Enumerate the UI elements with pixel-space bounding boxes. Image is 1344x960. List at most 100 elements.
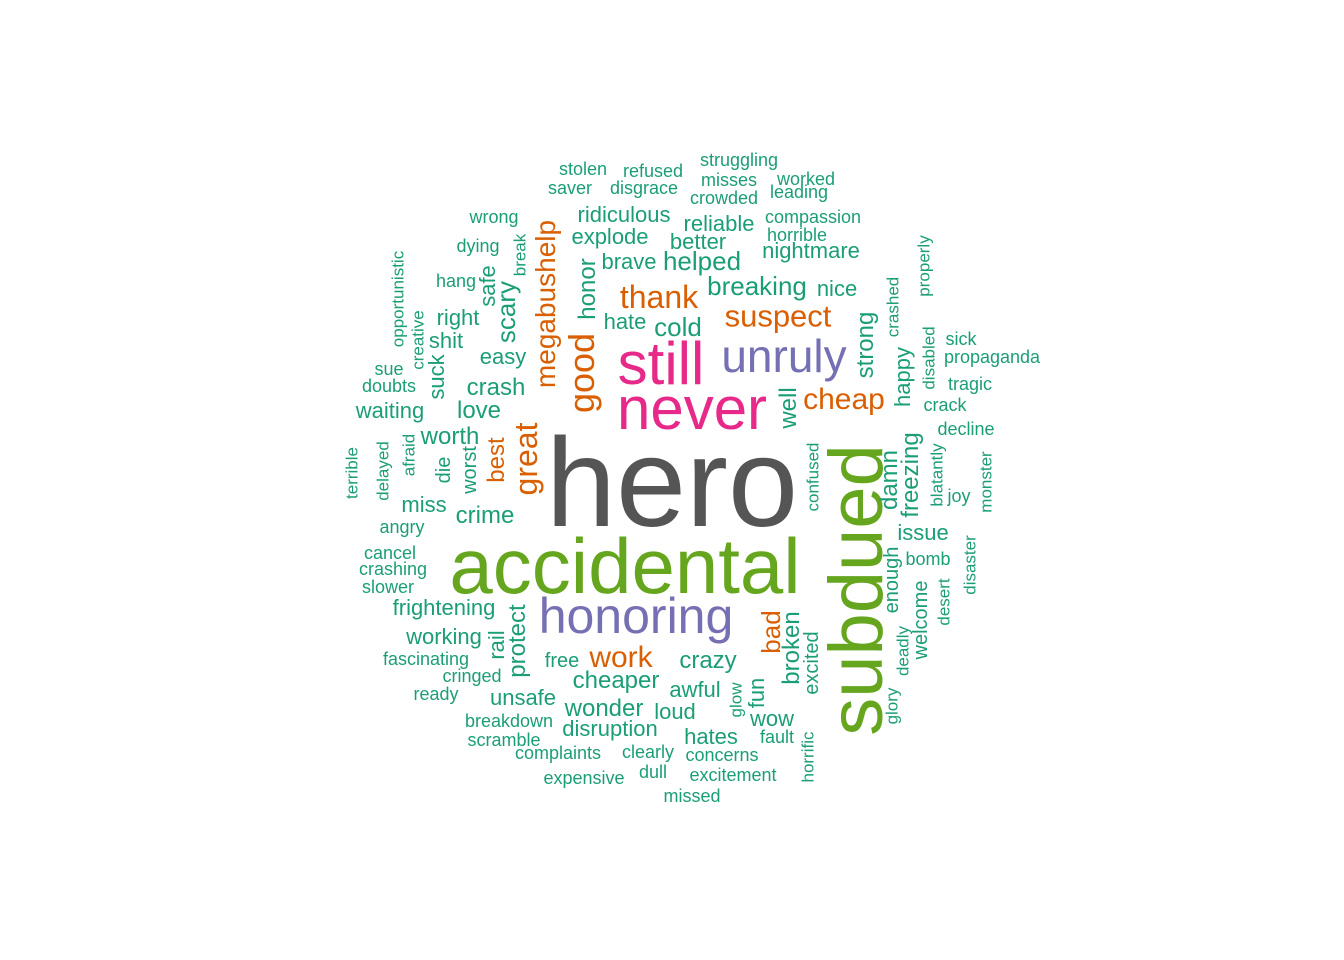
word-honor: honor [574,258,601,320]
word-breaking: breaking [707,271,807,301]
word-cancel: cancel [363,543,417,563]
word-opportunistic: opportunistic [388,250,408,348]
word-hates: hates [684,724,738,749]
word-sick: sick [945,329,977,349]
word-right: right [436,305,480,330]
word-good: good [561,332,602,414]
word-explode: explode [571,224,649,249]
word-worked: worked [776,169,836,189]
word-confused: confused [803,442,823,512]
word-monster: monster [976,451,996,513]
word-awful: awful [669,677,721,702]
word-well: well [775,387,802,429]
word-worth: worth [420,423,480,450]
word-fun: fun [744,677,769,709]
word-break: break [510,233,530,277]
word-glory: glory [882,687,902,725]
word-thank: thank [619,279,699,315]
word-unsafe: unsafe [489,685,557,710]
word-crazy: crazy [679,647,737,674]
word-excited: excited [801,631,823,695]
word-cold: cold [654,312,702,342]
word-propaganda: propaganda [943,347,1041,367]
word-refused: refused [622,161,684,181]
word-dying: dying [456,236,500,256]
word-terrible: terrible [342,447,362,499]
word-dull: dull [638,762,668,782]
word-waiting: waiting [355,398,425,423]
word-fascinating: fascinating [382,649,470,669]
word-disgrace: disgrace [609,178,679,198]
word-angry: angry [379,517,425,537]
word-tragic: tragic [947,374,993,394]
word-strong: strong [852,311,879,379]
word-suspect: suspect [724,298,832,334]
word-ready: ready [413,684,459,704]
word-frightening: frightening [392,595,496,620]
word-best: best [483,437,510,483]
word-afraid: afraid [399,433,419,477]
word-fault: fault [759,727,795,747]
word-accidental: accidental [449,522,801,610]
word-misses: misses [700,170,758,190]
word-concerns: concerns [685,745,759,765]
word-wow: wow [749,706,795,731]
word-wonder: wonder [564,695,644,722]
word-work: work [589,641,653,674]
word-suck: suck [424,354,449,400]
word-glow: glow [726,682,746,718]
word-easy: easy [479,344,527,369]
word-crowded: crowded [689,188,759,208]
word-breakdown: breakdown [464,711,554,731]
word-cringed: cringed [442,666,502,686]
word-hero: hero [545,412,799,553]
word-disruption: disruption [562,716,658,741]
word-helped: helped [662,246,742,276]
word-working: working [406,624,482,649]
word-die: die [433,456,455,484]
word-horrible: horrible [766,225,828,245]
word-crashed: crashed [883,276,903,338]
word-horrific: horrific [798,731,818,783]
word-disabled: disabled [919,326,939,390]
word-compassion: compassion [764,207,862,227]
word-protect: protect [504,604,531,678]
word-struggling: struggling [699,150,779,170]
word-cheaper: cheaper [572,667,660,694]
word-shit: shit [428,328,464,353]
word-reliable: reliable [683,211,755,236]
word-excitement: excitement [689,765,777,785]
word-enough: enough [881,546,903,614]
word-deadly: deadly [893,625,913,677]
word-great: great [508,422,544,496]
word-blatantly: blatantly [927,443,947,507]
word-never: never [616,375,768,442]
word-miss: miss [401,492,447,517]
word-joy: joy [947,486,971,506]
word-decline: decline [937,419,995,439]
word-hang: hang [435,271,477,291]
word-disaster: disaster [960,535,980,595]
word-unruly: unruly [721,330,847,382]
word-freezing: freezing [897,432,924,518]
word-crack: crack [923,395,967,415]
word-issue: issue [897,520,949,545]
word-loud: loud [654,699,696,724]
word-free: free [544,650,580,672]
word-love: love [456,397,502,424]
word-crash: crash [466,374,526,401]
word-expensive: expensive [543,768,625,788]
word-crashing: crashing [358,559,428,579]
word-cheap: cheap [803,383,885,416]
word-wrong: wrong [469,207,519,227]
word-welcome: welcome [910,580,932,660]
word-clearly: clearly [621,742,675,762]
word-saver: saver [547,178,593,198]
word-stolen: stolen [558,159,608,179]
word-sue: sue [374,359,404,379]
word-honoring: honoring [538,588,734,644]
word-happy: happy [890,347,915,407]
word-properly: properly [914,235,934,297]
word-doubts: doubts [361,376,417,396]
